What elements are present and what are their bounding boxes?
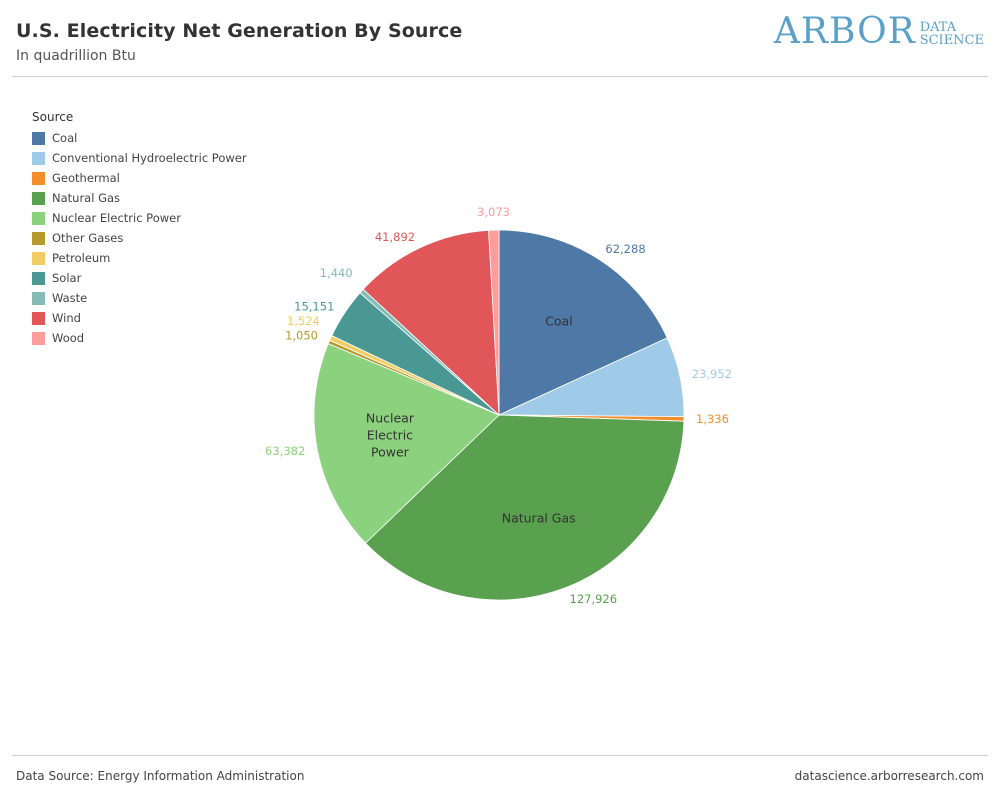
legend-item-solar[interactable]: Solar [32, 268, 247, 288]
arbor-logo: ARBOR DATA SCIENCE [774, 12, 984, 52]
pie-slice-natural-gas[interactable] [364, 414, 685, 601]
value-label-coal: 62,288 [605, 242, 645, 256]
legend-item-geothermal[interactable]: Geothermal [32, 168, 247, 188]
legend-swatch [32, 191, 45, 205]
legend-swatch [32, 151, 45, 165]
value-label-conventional-hydroelectric-power: 23,952 [692, 367, 732, 381]
legend-item-conventional-hydroelectric-power[interactable]: Conventional Hydroelectric Power [32, 148, 247, 168]
slice-name-label-nuclear-electric-power: Electric [367, 427, 413, 442]
legend-swatch [32, 251, 45, 265]
slice-name-label-nuclear-electric-power: Nuclear [366, 410, 415, 425]
value-label-natural-gas: 127,926 [570, 592, 618, 606]
header-divider [12, 76, 988, 77]
legend-label: Geothermal [52, 171, 120, 185]
legend-label: Wood [52, 331, 85, 345]
logo-wordmark: ARBOR [773, 11, 916, 52]
legend-swatch [32, 311, 45, 325]
value-label-petroleum: 1,524 [287, 314, 320, 328]
value-label-wood: 3,073 [477, 205, 510, 219]
footer-source: Data Source: Energy Information Administ… [16, 769, 305, 783]
value-label-waste: 1,440 [320, 266, 353, 280]
legend-label: Solar [52, 271, 82, 285]
legend-item-coal[interactable]: Coal [32, 128, 247, 148]
legend-label: Wind [52, 311, 81, 325]
pie-slice-wind[interactable] [362, 229, 500, 416]
legend-item-other-gases[interactable]: Other Gases [32, 228, 247, 248]
pie-slice-wood[interactable] [488, 229, 500, 416]
value-label-other-gases: 1,050 [285, 328, 318, 342]
value-label-wind: 41,892 [375, 230, 415, 244]
value-label-nuclear-electric-power: 63,382 [265, 444, 305, 458]
slice-name-label-natural-gas: Natural Gas [502, 511, 576, 526]
legend-item-nuclear-electric-power[interactable]: Nuclear Electric Power [32, 208, 247, 228]
legend-swatch [32, 331, 45, 345]
legend: Source Coal Conventional Hydroelectric Po… [32, 110, 247, 348]
legend-label: Petroleum [52, 251, 111, 265]
legend-label: Coal [52, 131, 78, 145]
chart-subtitle: In quadrillion Btu [16, 48, 136, 64]
slice-name-label-coal: Coal [545, 314, 573, 329]
legend-items: Coal Conventional Hydroelectric Power Geot… [32, 128, 247, 348]
legend-item-wind[interactable]: Wind [32, 308, 247, 328]
legend-swatch [32, 231, 45, 245]
pie-chart: 62,288 Coal 23,952 1,336 127,926 Natural Gas 6… [265, 205, 732, 606]
legend-swatch [32, 131, 45, 145]
chart-title: U.S. Electricity Net Generation By Sourc… [16, 20, 463, 42]
value-label-solar: 15,151 [294, 300, 334, 314]
legend-item-waste[interactable]: Waste [32, 288, 247, 308]
slice-name-label-nuclear-electric-power: Power [371, 444, 410, 459]
footer-divider [12, 755, 988, 756]
legend-label: Other Gases [52, 231, 124, 245]
legend-label: Conventional Hydroelectric Power [52, 151, 247, 165]
legend-label: Nuclear Electric Power [52, 211, 181, 225]
pie-slice-nuclear-electric-power[interactable] [313, 343, 500, 544]
logo-sub-science: SCIENCE [919, 33, 984, 48]
legend-item-petroleum[interactable]: Petroleum [32, 248, 247, 268]
legend-label: Natural Gas [52, 191, 121, 205]
legend-swatch [32, 211, 45, 225]
footer-url[interactable]: datascience.arborresearch.com [794, 769, 984, 783]
legend-swatch [32, 271, 45, 285]
legend-swatch [32, 171, 45, 185]
legend-label: Waste [52, 291, 88, 305]
legend-item-wood[interactable]: Wood [32, 328, 247, 348]
value-label-geothermal: 1,336 [696, 412, 729, 426]
pie-slice-coal[interactable] [498, 229, 668, 416]
legend-title: Source [32, 110, 74, 124]
logo-subtext: DATA SCIENCE [920, 21, 984, 47]
legend-swatch [32, 291, 45, 305]
logo-sub-data: DATA [919, 20, 957, 35]
legend-item-natural-gas[interactable]: Natural Gas [32, 188, 247, 208]
